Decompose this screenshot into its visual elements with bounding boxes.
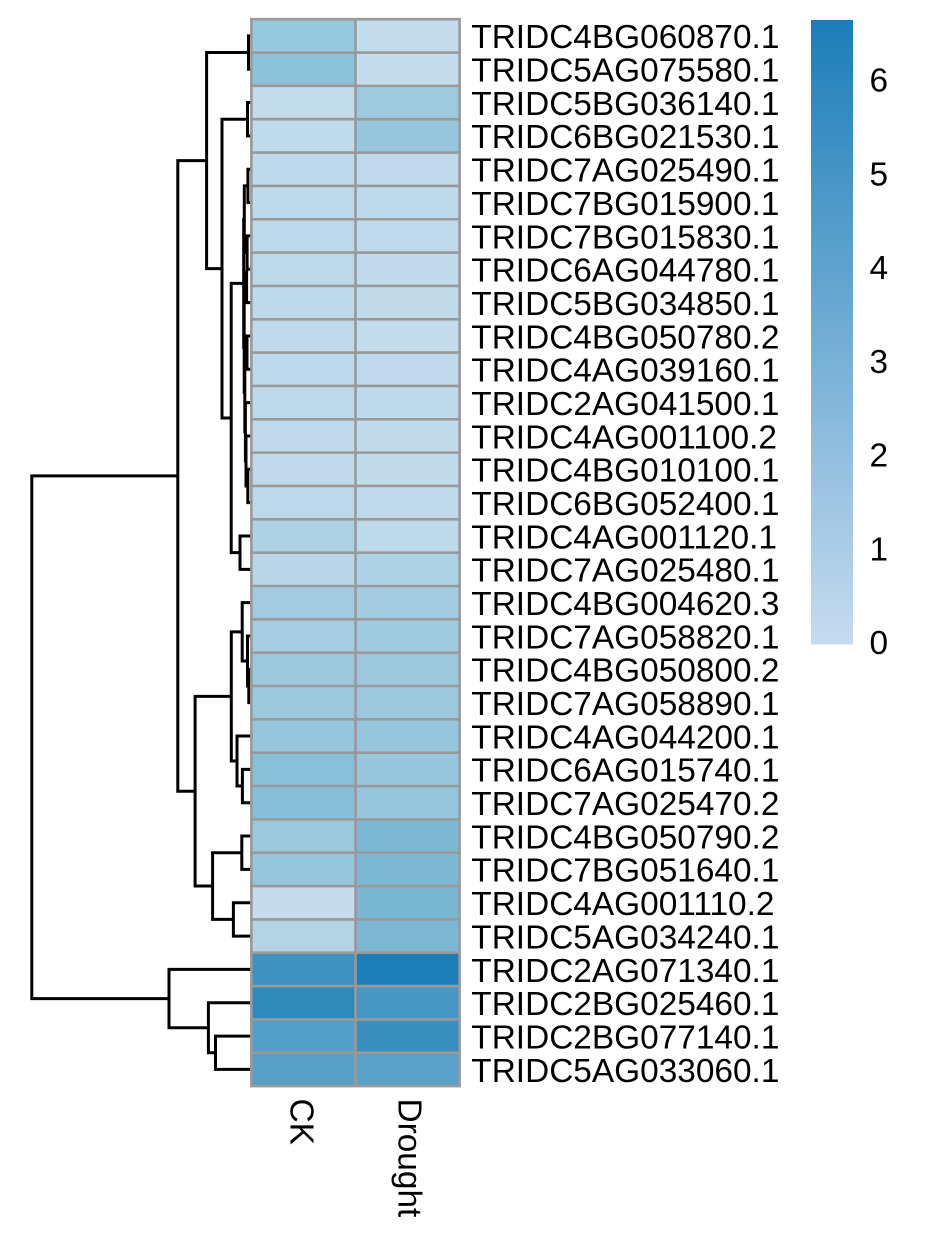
svg-text:TRIDC4BG050800.2: TRIDC4BG050800.2: [471, 653, 779, 690]
svg-text:TRIDC7AG025490.1: TRIDC7AG025490.1: [471, 153, 779, 190]
svg-text:TRIDC4AG001110.2: TRIDC4AG001110.2: [471, 886, 774, 923]
svg-text:TRIDC4BG060870.1: TRIDC4BG060870.1: [471, 19, 779, 56]
svg-text:TRIDC6BG021530.1: TRIDC6BG021530.1: [471, 119, 779, 156]
svg-text:4: 4: [870, 250, 889, 287]
svg-text:TRIDC5BG036140.1: TRIDC5BG036140.1: [471, 86, 779, 123]
svg-text:TRIDC7AG058890.1: TRIDC7AG058890.1: [471, 686, 779, 723]
svg-text:TRIDC2AG041500.1: TRIDC2AG041500.1: [471, 386, 779, 423]
svg-text:TRIDC4AG044200.1: TRIDC4AG044200.1: [471, 719, 779, 756]
svg-text:TRIDC6AG044780.1: TRIDC6AG044780.1: [471, 253, 779, 290]
svg-text:TRIDC4AG039160.1: TRIDC4AG039160.1: [471, 353, 779, 390]
svg-text:0: 0: [870, 625, 889, 662]
svg-text:1: 1: [870, 531, 889, 568]
svg-text:TRIDC5BG034850.1: TRIDC5BG034850.1: [471, 286, 779, 323]
svg-text:TRIDC4BG050790.2: TRIDC4BG050790.2: [471, 819, 779, 856]
svg-text:3: 3: [870, 344, 889, 381]
svg-text:TRIDC2BG025460.1: TRIDC2BG025460.1: [471, 986, 779, 1023]
svg-text:TRIDC5AG033060.1: TRIDC5AG033060.1: [471, 1053, 779, 1090]
svg-text:TRIDC5AG075580.1: TRIDC5AG075580.1: [471, 53, 779, 90]
svg-text:TRIDC7AG025470.2: TRIDC7AG025470.2: [471, 786, 779, 823]
svg-text:TRIDC7AG058820.1: TRIDC7AG058820.1: [471, 619, 779, 656]
svg-text:Drought: Drought: [391, 1099, 428, 1219]
svg-text:TRIDC6AG015740.1: TRIDC6AG015740.1: [471, 753, 779, 790]
svg-text:TRIDC2AG071340.1: TRIDC2AG071340.1: [471, 953, 779, 990]
svg-text:2: 2: [870, 438, 889, 475]
svg-text:TRIDC4BG050780.2: TRIDC4BG050780.2: [471, 319, 779, 356]
svg-text:TRIDC5AG034240.1: TRIDC5AG034240.1: [471, 919, 779, 956]
svg-text:TRIDC4AG001120.1: TRIDC4AG001120.1: [471, 519, 777, 556]
svg-text:TRIDC4AG001100.2: TRIDC4AG001100.2: [471, 419, 777, 456]
svg-text:TRIDC7BG051640.1: TRIDC7BG051640.1: [471, 853, 779, 890]
svg-text:5: 5: [870, 156, 889, 193]
svg-text:TRIDC4BG004620.3: TRIDC4BG004620.3: [471, 586, 779, 623]
svg-text:TRIDC2BG077140.1: TRIDC2BG077140.1: [471, 1019, 779, 1056]
svg-text:TRIDC7AG025480.1: TRIDC7AG025480.1: [471, 553, 779, 590]
svg-text:6: 6: [870, 63, 889, 100]
svg-text:TRIDC7BG015900.1: TRIDC7BG015900.1: [471, 186, 779, 223]
svg-text:TRIDC6BG052400.1: TRIDC6BG052400.1: [471, 486, 779, 523]
svg-text:TRIDC7BG015830.1: TRIDC7BG015830.1: [471, 219, 779, 256]
svg-text:CK: CK: [283, 1099, 320, 1145]
svg-text:TRIDC4BG010100.1: TRIDC4BG010100.1: [471, 453, 779, 490]
